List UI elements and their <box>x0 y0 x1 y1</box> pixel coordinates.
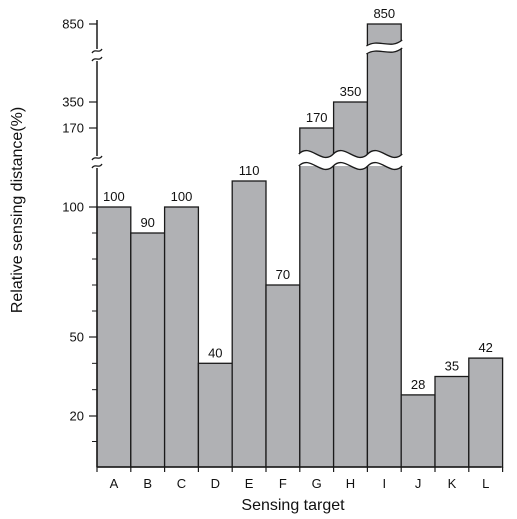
y-tick-label: 350 <box>62 95 84 110</box>
y-tick-label: 20 <box>70 409 84 424</box>
x-axis: A B C D E F G H I J K L <box>96 466 504 491</box>
y-axis-break-mark <box>91 48 103 54</box>
y-tick-label: 850 <box>62 17 84 32</box>
data-label-f: 70 <box>276 267 290 282</box>
y-axis-break-mark <box>91 155 103 161</box>
y-axis-break-mark <box>91 163 103 169</box>
x-tick-label-f: F <box>279 476 287 491</box>
data-label-k: 35 <box>445 359 459 374</box>
data-label-b: 90 <box>140 215 154 230</box>
x-tick-label-k: K <box>448 476 457 491</box>
data-label-e: 110 <box>239 163 260 178</box>
bar-k <box>434 375 470 468</box>
y-axis: 20 50 100 170 350 850 <box>62 17 103 467</box>
x-tick-label-c: C <box>177 476 186 491</box>
bar-e <box>231 180 267 468</box>
axis-break-wave-bar-i-upper <box>366 39 403 47</box>
x-tick-label-l: L <box>482 476 489 491</box>
data-label-a: 100 <box>103 189 125 204</box>
y-tick-label: 50 <box>70 330 84 345</box>
axis-break-wave-upper <box>298 149 403 159</box>
bar-i <box>366 23 402 468</box>
x-tick-label-i: I <box>382 476 386 491</box>
data-label-d: 40 <box>208 345 222 360</box>
data-label-j: 28 <box>411 377 425 392</box>
data-labels: 100 90 100 40 110 70 170 350 850 28 35 42 <box>103 6 493 392</box>
bars-layer <box>96 23 504 468</box>
y-tick-label: 100 <box>62 200 84 215</box>
bar-d <box>197 362 233 468</box>
data-label-g: 170 <box>306 110 328 125</box>
bar-f <box>265 284 301 468</box>
bar-c <box>163 206 200 468</box>
bar-g <box>299 127 335 468</box>
y-axis-break-mark <box>91 56 103 62</box>
x-tick-label-h: H <box>346 476 355 491</box>
x-axis-title: Sensing target <box>241 497 345 514</box>
axis-break-wave-lower <box>298 161 403 171</box>
x-tick-label-j: J <box>415 476 422 491</box>
axis-break-wave-bar-i-lower <box>366 47 403 55</box>
data-label-l: 42 <box>478 340 492 355</box>
y-axis-title: Relative sensing distance(%) <box>9 107 26 313</box>
data-label-h: 350 <box>340 84 362 99</box>
bar-a <box>96 206 132 468</box>
data-label-i: 850 <box>373 6 395 21</box>
bar-j <box>400 394 436 468</box>
x-tick-label-e: E <box>245 476 254 491</box>
y-tick-label: 170 <box>62 121 84 136</box>
bar-l <box>468 357 504 468</box>
bar-b <box>130 232 166 468</box>
x-tick-label-g: G <box>312 476 322 491</box>
x-tick-label-a: A <box>110 476 119 491</box>
x-tick-label-d: D <box>211 476 220 491</box>
data-label-c: 100 <box>171 189 193 204</box>
x-tick-label-b: B <box>143 476 152 491</box>
